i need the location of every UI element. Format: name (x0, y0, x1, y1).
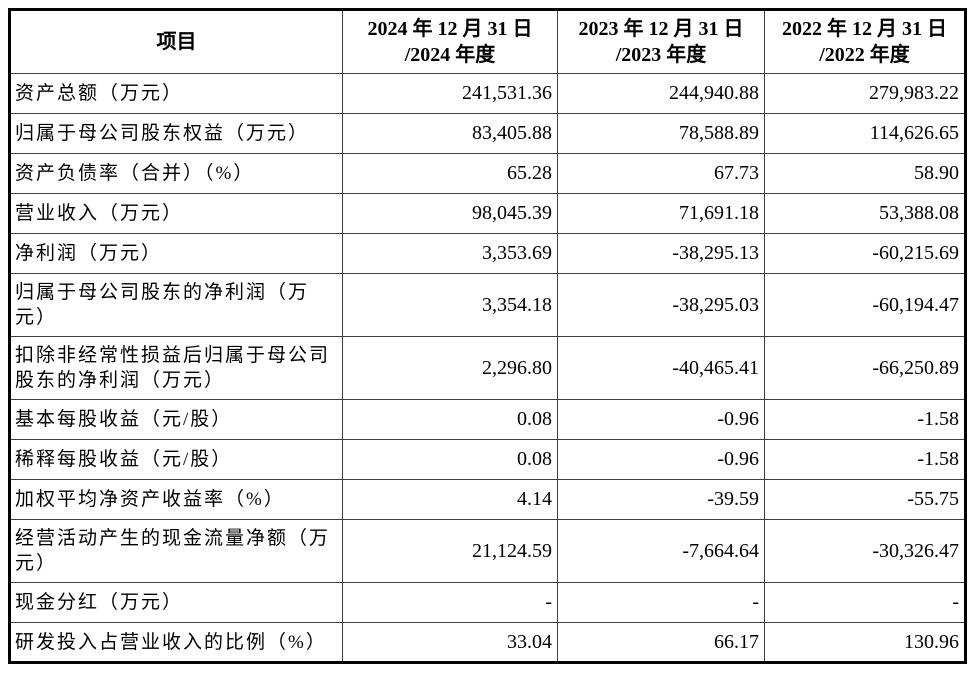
cell-value: 53,388.08 (764, 193, 966, 234)
cell-value: 83,405.88 (342, 113, 558, 154)
table-row: 稀释每股收益（元/股） 0.08 -0.96 -1.58 (9, 439, 966, 480)
cell-value: 130.96 (764, 622, 966, 663)
row-label: 现金分红（万元） (9, 582, 343, 623)
cell-value: -0.96 (557, 399, 765, 440)
cell-value: 66.17 (557, 622, 765, 663)
row-label: 加权平均净资产收益率（%） (9, 479, 343, 520)
row-label: 稀释每股收益（元/股） (9, 439, 343, 480)
cell-value: 21,124.59 (342, 519, 558, 583)
cell-value: -39.59 (557, 479, 765, 520)
table-row: 净利润（万元） 3,353.69 -38,295.13 -60,215.69 (9, 233, 966, 274)
table-row: 经营活动产生的现金流量净额（万元） 21,124.59 -7,664.64 -30,3… (9, 519, 966, 583)
cell-value: -55.75 (764, 479, 966, 520)
cell-value: 33.04 (342, 622, 558, 663)
table-row: 基本每股收益（元/股） 0.08 -0.96 -1.58 (9, 399, 966, 440)
cell-value: 98,045.39 (342, 193, 558, 234)
cell-value: -7,664.64 (557, 519, 765, 583)
row-label: 归属于母公司股东的净利润（万元） (9, 273, 343, 337)
cell-value: -1.58 (764, 399, 966, 440)
column-header-period-2023: 2023 年 12 月 31 日 /2023 年度 (557, 9, 765, 74)
cell-value: 71,691.18 (557, 193, 765, 234)
cell-value: -30,326.47 (764, 519, 966, 583)
table-row: 现金分红（万元） - - - (9, 582, 966, 623)
cell-value: 3,354.18 (342, 273, 558, 337)
table-row: 加权平均净资产收益率（%） 4.14 -39.59 -55.75 (9, 479, 966, 520)
cell-value: -60,194.47 (764, 273, 966, 337)
header-row: 项目 2024 年 12 月 31 日 /2024 年度 2023 年 12 月… (9, 9, 966, 74)
column-header-period-2024: 2024 年 12 月 31 日 /2024 年度 (342, 9, 558, 74)
cell-value: 4.14 (342, 479, 558, 520)
financial-summary-section: 项目 2024 年 12 月 31 日 /2024 年度 2023 年 12 月… (8, 8, 967, 664)
table-row: 归属于母公司股东的净利润（万元） 3,354.18 -38,295.03 -60,19… (9, 273, 966, 337)
cell-value: 241,531.36 (342, 73, 558, 114)
cell-value: 3,353.69 (342, 233, 558, 274)
table-row: 营业收入（万元） 98,045.39 71,691.18 53,388.08 (9, 193, 966, 234)
table-row: 资产负债率（合并）（%） 65.28 67.73 58.90 (9, 153, 966, 194)
column-header-item: 项目 (9, 9, 343, 74)
table-body: 资产总额（万元） 241,531.36 244,940.88 279,983.22 归属… (9, 73, 966, 663)
cell-value: -1.58 (764, 439, 966, 480)
cell-value: -0.96 (557, 439, 765, 480)
row-label: 扣除非经常性损益后归属于母公司股东的净利润（万元） (9, 336, 343, 400)
cell-value: -40,465.41 (557, 336, 765, 400)
cell-value: 58.90 (764, 153, 966, 194)
cell-value: 2,296.80 (342, 336, 558, 400)
cell-value: - (764, 582, 966, 623)
row-label: 基本每股收益（元/股） (9, 399, 343, 440)
table-row: 研发投入占营业收入的比例（%） 33.04 66.17 130.96 (9, 622, 966, 663)
table-row: 归属于母公司股东权益（万元） 83,405.88 78,588.89 114,626.… (9, 113, 966, 154)
row-label: 研发投入占营业收入的比例（%） (9, 622, 343, 663)
cell-value: 114,626.65 (764, 113, 966, 154)
cell-value: 0.08 (342, 399, 558, 440)
cell-value: - (557, 582, 765, 623)
cell-value: 78,588.89 (557, 113, 765, 154)
cell-value: 0.08 (342, 439, 558, 480)
cell-value: 279,983.22 (764, 73, 966, 114)
row-label: 净利润（万元） (9, 233, 343, 274)
row-label: 归属于母公司股东权益（万元） (9, 113, 343, 154)
cell-value: -38,295.13 (557, 233, 765, 274)
table-row: 资产总额（万元） 241,531.36 244,940.88 279,983.22 (9, 73, 966, 114)
cell-value: 244,940.88 (557, 73, 765, 114)
table-row: 扣除非经常性损益后归属于母公司股东的净利润（万元） 2,296.80 -40,465… (9, 336, 966, 400)
cell-value: -38,295.03 (557, 273, 765, 337)
row-label: 资产总额（万元） (9, 73, 343, 114)
cell-value: -60,215.69 (764, 233, 966, 274)
financial-summary-table: 项目 2024 年 12 月 31 日 /2024 年度 2023 年 12 月… (8, 8, 967, 664)
row-label: 经营活动产生的现金流量净额（万元） (9, 519, 343, 583)
cell-value: - (342, 582, 558, 623)
column-header-period-2022: 2022 年 12 月 31 日 /2022 年度 (764, 9, 966, 74)
row-label: 资产负债率（合并）（%） (9, 153, 343, 194)
cell-value: 67.73 (557, 153, 765, 194)
row-label: 营业收入（万元） (9, 193, 343, 234)
cell-value: 65.28 (342, 153, 558, 194)
table-header: 项目 2024 年 12 月 31 日 /2024 年度 2023 年 12 月… (9, 9, 966, 74)
cell-value: -66,250.89 (764, 336, 966, 400)
